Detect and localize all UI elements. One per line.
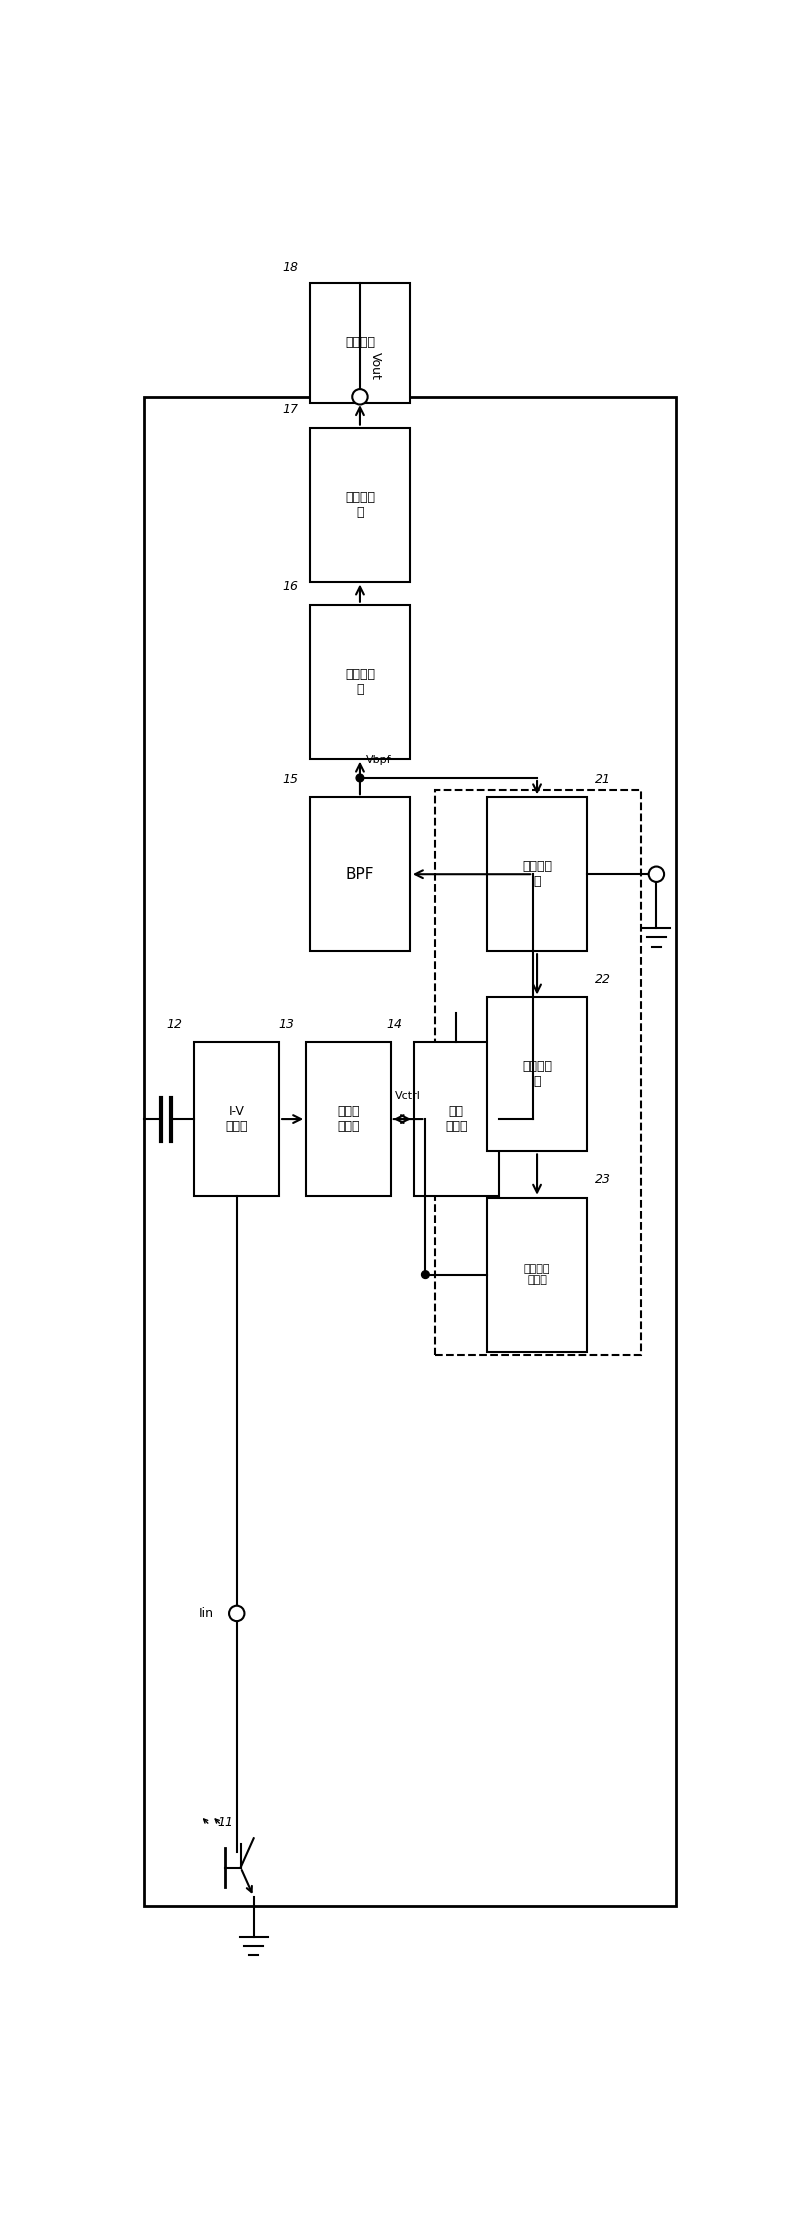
Text: 15: 15 bbox=[282, 773, 298, 787]
Text: 第一解调
器: 第一解调 器 bbox=[345, 490, 375, 519]
Text: 可变增
放大器: 可变增 放大器 bbox=[337, 1106, 360, 1132]
Bar bbox=[194, 1042, 279, 1197]
Text: 23: 23 bbox=[595, 1172, 611, 1186]
Bar bbox=[310, 284, 410, 403]
Bar bbox=[310, 428, 410, 581]
Bar bbox=[434, 789, 641, 1356]
Text: 限幅
放大器: 限幅 放大器 bbox=[445, 1106, 467, 1132]
Text: 21: 21 bbox=[595, 773, 611, 787]
Bar bbox=[487, 1197, 587, 1352]
Text: 16: 16 bbox=[282, 581, 298, 594]
Bar bbox=[487, 997, 587, 1152]
Text: 第二比较
器: 第二比较 器 bbox=[522, 860, 552, 889]
Circle shape bbox=[352, 390, 368, 406]
Text: 自动增益
控制器: 自动增益 控制器 bbox=[524, 1263, 550, 1285]
Text: 22: 22 bbox=[595, 973, 611, 986]
Text: 13: 13 bbox=[278, 1017, 294, 1030]
Circle shape bbox=[422, 1270, 430, 1279]
Text: 第一比较
器: 第一比较 器 bbox=[345, 667, 375, 696]
Bar bbox=[310, 798, 410, 951]
Circle shape bbox=[356, 773, 364, 782]
Text: Vout: Vout bbox=[369, 352, 382, 379]
Bar bbox=[487, 798, 587, 951]
Text: Vctrl: Vctrl bbox=[394, 1090, 421, 1101]
Text: 11: 11 bbox=[217, 1817, 233, 1828]
Text: 17: 17 bbox=[282, 403, 298, 417]
Circle shape bbox=[649, 866, 664, 882]
Circle shape bbox=[229, 1607, 245, 1622]
Text: 14: 14 bbox=[386, 1017, 402, 1030]
Text: I-V
放大器: I-V 放大器 bbox=[226, 1106, 248, 1132]
Bar bbox=[144, 397, 676, 1906]
Bar bbox=[306, 1042, 390, 1197]
Text: 第二解调
器: 第二解调 器 bbox=[522, 1061, 552, 1088]
Text: Iin: Iin bbox=[198, 1607, 214, 1620]
Text: 12: 12 bbox=[167, 1017, 183, 1030]
Bar bbox=[414, 1042, 498, 1197]
Text: BPF: BPF bbox=[346, 866, 374, 882]
Text: 输出模块: 输出模块 bbox=[345, 337, 375, 350]
Text: Vbpf: Vbpf bbox=[366, 756, 392, 765]
Text: 18: 18 bbox=[282, 261, 298, 273]
Bar bbox=[310, 605, 410, 758]
